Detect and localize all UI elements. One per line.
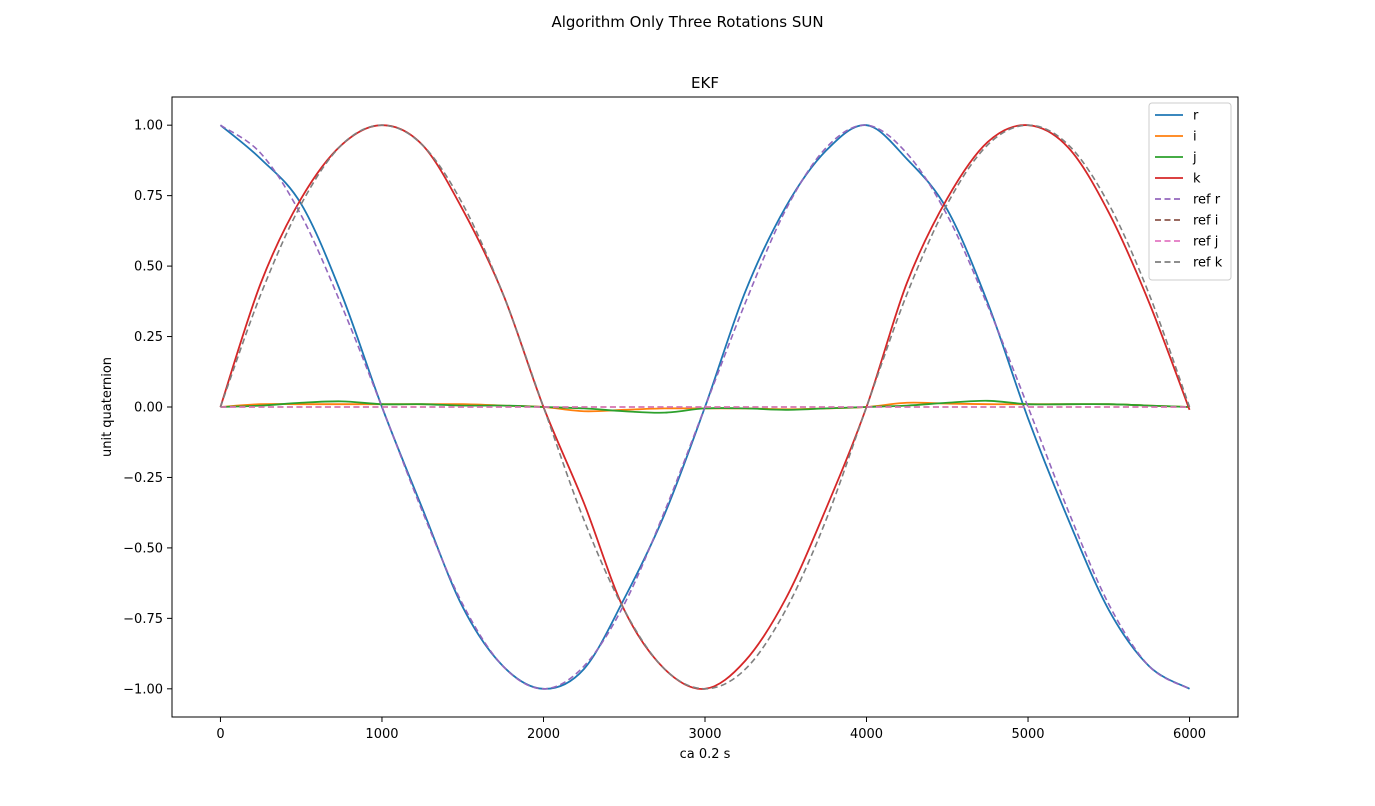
- legend-label-i: i: [1193, 130, 1197, 145]
- x-tick-label: 5000: [1011, 727, 1044, 742]
- legend-label-ref-r: ref r: [1193, 193, 1221, 208]
- y-tick-label: 0.75: [134, 189, 163, 204]
- legend-label-ref-k: ref k: [1193, 256, 1223, 271]
- legend-label-k: k: [1193, 172, 1201, 187]
- legend-label-ref-i: ref i: [1193, 214, 1218, 229]
- y-tick-label: −0.50: [123, 541, 163, 556]
- y-tick-label: 0.25: [134, 330, 163, 345]
- x-tick-label: 3000: [688, 727, 721, 742]
- y-tick-label: 1.00: [134, 119, 163, 134]
- chart-title: EKF: [691, 74, 719, 92]
- x-tick-label: 4000: [850, 727, 883, 742]
- y-tick-label: −1.00: [123, 682, 163, 697]
- y-tick-label: 0.50: [134, 260, 163, 275]
- figure-suptitle: Algorithm Only Three Rotations SUN: [551, 13, 823, 31]
- plot-area: [171, 96, 1239, 718]
- y-axis: 1.00 0.75 0.50 0.25 0.00 −0.25 −0.50 −0.75 −1.00: [123, 119, 172, 697]
- x-axis-label: ca 0.2 s: [680, 747, 731, 762]
- x-axis: 0 1000 2000 3000 4000 5000 6000: [216, 717, 1206, 742]
- x-tick-label: 2000: [527, 727, 560, 742]
- y-tick-label: −0.75: [123, 612, 163, 627]
- y-axis-label: unit quaternion: [100, 357, 115, 457]
- x-tick-label: 1000: [365, 727, 398, 742]
- legend-frame: [1148, 102, 1232, 281]
- legend-label-ref-j: ref j: [1193, 235, 1218, 250]
- series-line-ref-k: [219, 124, 1191, 690]
- x-tick-label: 6000: [1173, 727, 1206, 742]
- legend-label-r: r: [1193, 109, 1199, 124]
- y-tick-label: 0.00: [134, 401, 163, 416]
- legend-label-j: j: [1192, 151, 1197, 166]
- x-tick-label: 0: [216, 727, 224, 742]
- series-layer: [219, 124, 1191, 690]
- y-tick-label: −0.25: [123, 471, 163, 486]
